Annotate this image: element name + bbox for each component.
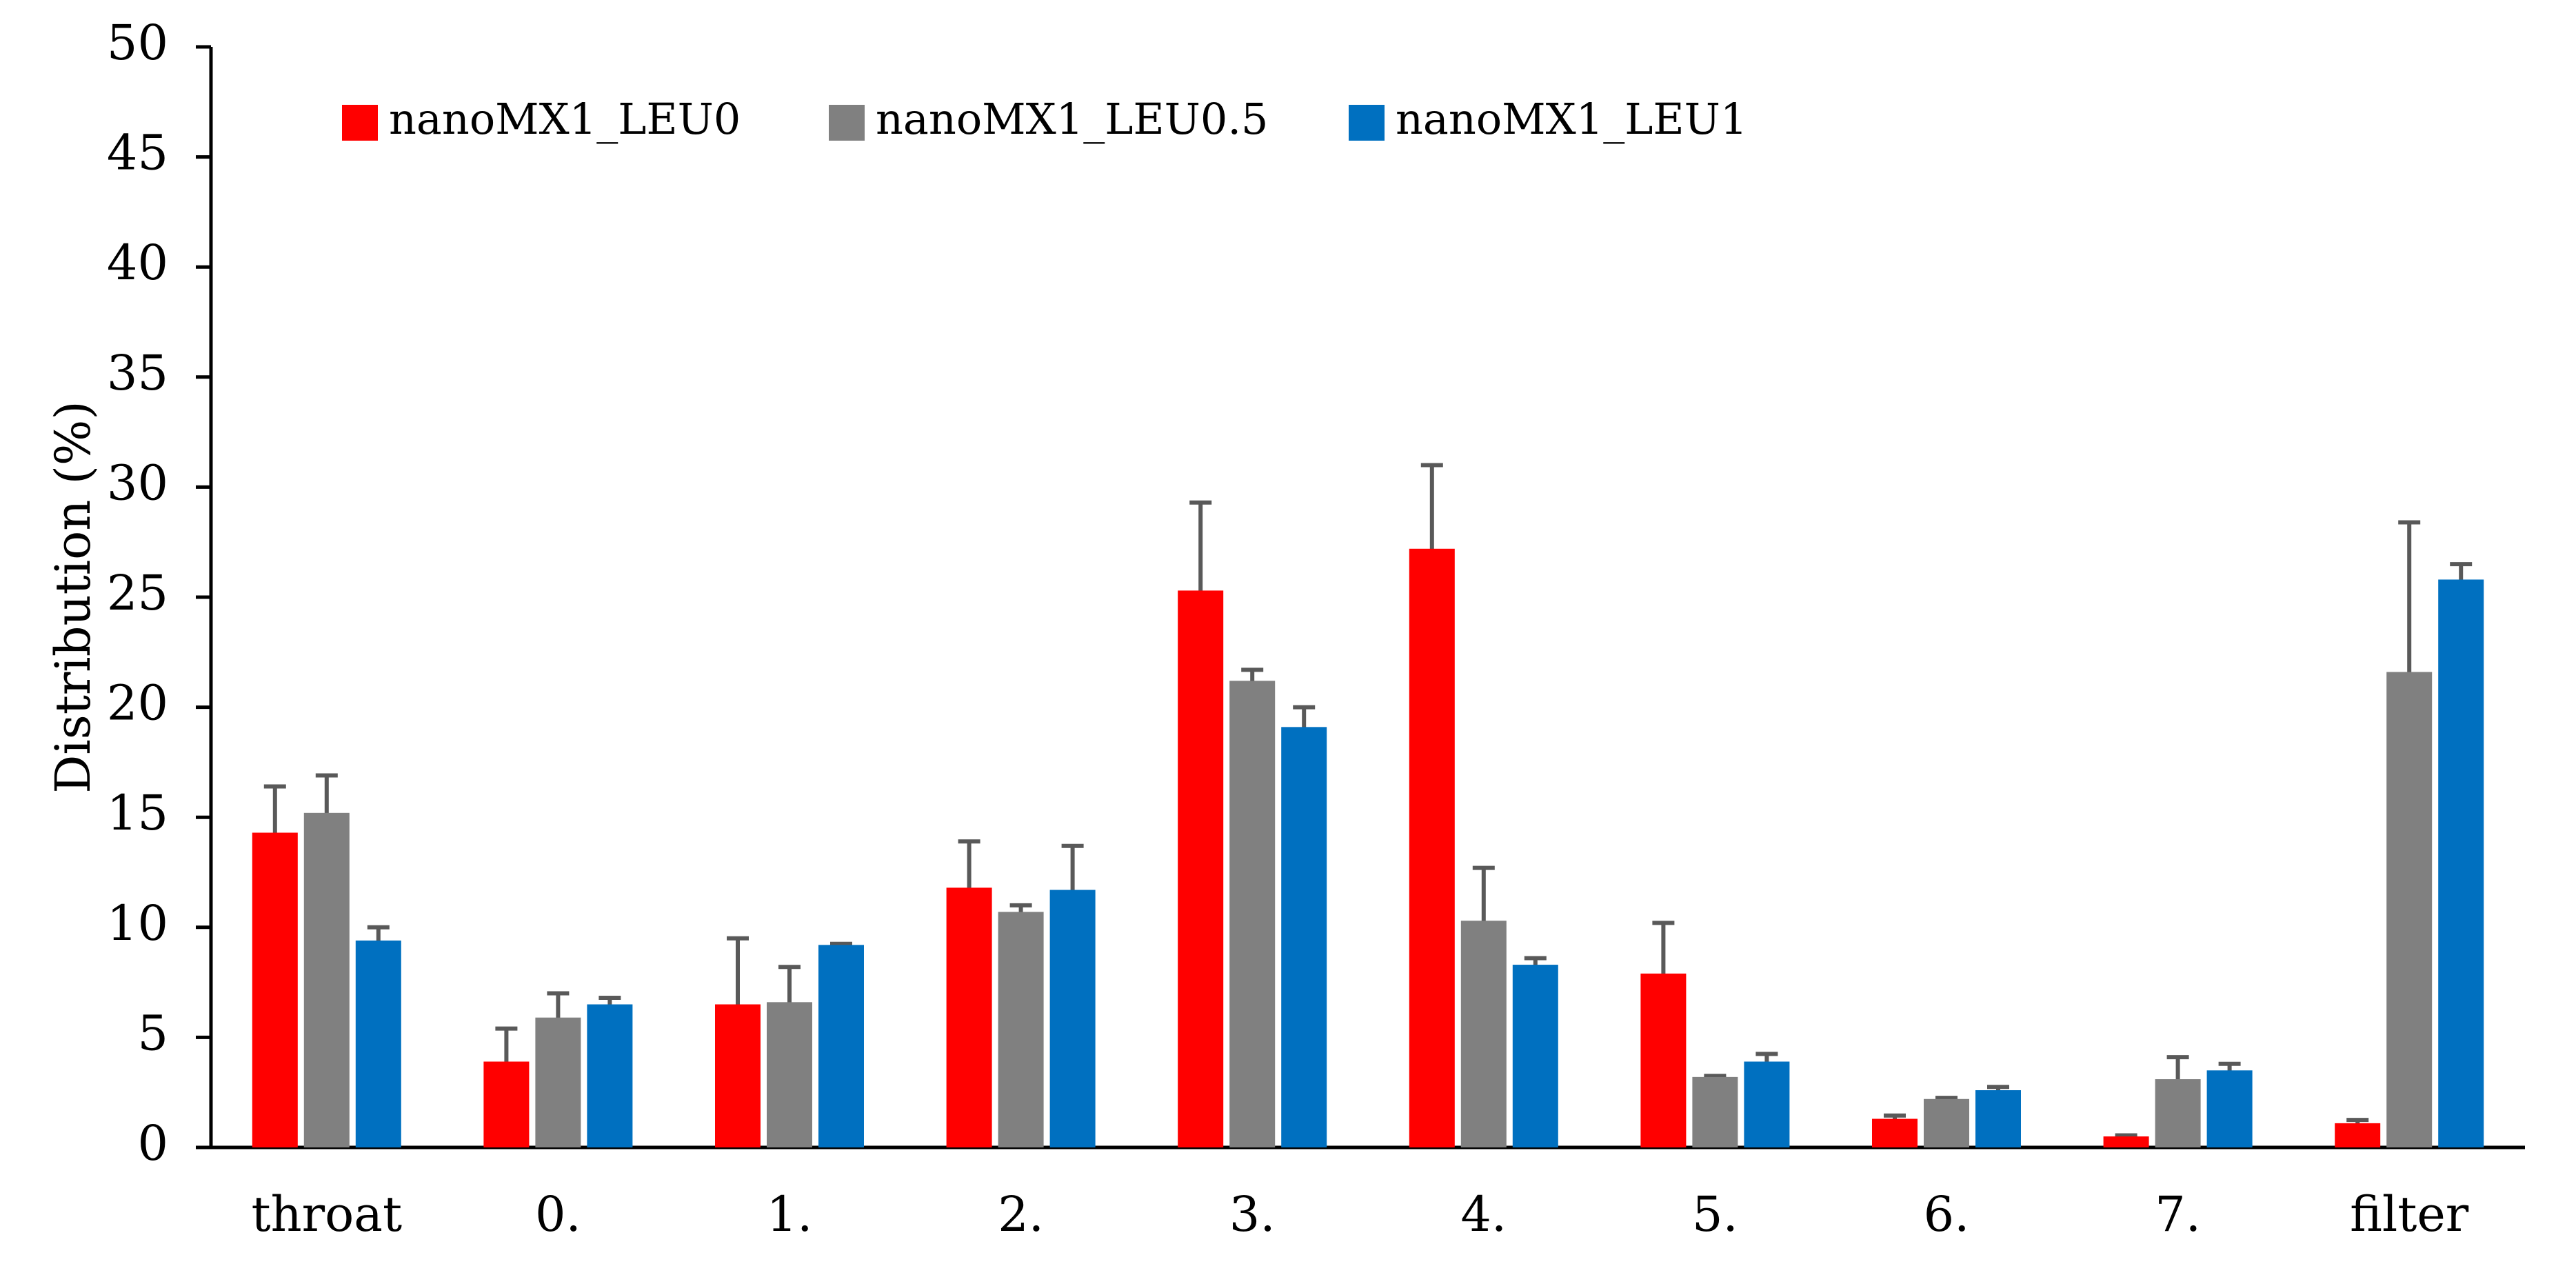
bar-1-9 — [2103, 1136, 2149, 1147]
x-tick-label: 4. — [1460, 1186, 1507, 1243]
x-tick-label: throat — [251, 1186, 402, 1243]
x-tick-label: 0. — [535, 1186, 581, 1243]
bar-2-4 — [998, 912, 1044, 1147]
legend-label-2: nanoMX1_LEU0.5 — [876, 94, 1269, 144]
x-tick-label: 7. — [2155, 1186, 2201, 1243]
legend-swatch-1 — [342, 105, 378, 141]
legend-swatch-3 — [1349, 105, 1385, 141]
bar-2-10 — [2386, 672, 2433, 1147]
bar-1-5 — [1178, 590, 1224, 1147]
bar-3-4 — [1049, 890, 1096, 1147]
bar-3-7 — [1744, 1061, 1790, 1147]
bar-3-9 — [2206, 1070, 2253, 1147]
bar-2-8 — [1924, 1098, 1969, 1147]
bar-1-3 — [715, 1004, 761, 1147]
x-tick-label: filter — [2350, 1186, 2469, 1243]
legend-label-1: nanoMX1_LEU0 — [389, 94, 741, 144]
y-tick-label: 35 — [107, 345, 168, 401]
bar-2-1 — [303, 812, 350, 1147]
bar-2-5 — [1229, 681, 1276, 1147]
bar-1-8 — [1872, 1118, 1918, 1147]
bar-1-7 — [1640, 973, 1687, 1147]
x-tick-label: 5. — [1692, 1186, 1738, 1243]
bar-1-4 — [946, 887, 992, 1147]
y-tick-label: 30 — [107, 454, 168, 511]
legend-swatch-2 — [829, 105, 865, 141]
bar-2-6 — [1460, 921, 1507, 1147]
x-tick-label: 6. — [1924, 1186, 1970, 1243]
bar-2-7 — [1692, 1076, 1738, 1147]
bar-2-9 — [2155, 1079, 2201, 1147]
bar-2-2 — [535, 1017, 581, 1147]
bar-3-3 — [818, 945, 864, 1147]
bar-1-10 — [2335, 1123, 2381, 1147]
bar-2-3 — [767, 1002, 812, 1147]
bar-1-1 — [252, 832, 298, 1147]
y-tick-label: 45 — [107, 125, 168, 181]
bar-1-2 — [483, 1061, 530, 1147]
y-tick-label: 20 — [107, 675, 168, 732]
y-axis-label: Distribution (%) — [45, 401, 101, 793]
bar-3-8 — [1975, 1090, 2021, 1147]
x-tick-label: 1. — [767, 1186, 813, 1243]
plot-area: 0 5 10 15 20 25 30 35 40 45 50 throat 0. 1. 2. 3. 4. 5. 6… — [107, 14, 2525, 1243]
legend-label-3: nanoMX1_LEU1 — [1396, 94, 1747, 144]
bar-3-10 — [2438, 579, 2484, 1147]
category-labels: throat 0. 1. 2. 3. 4. 5. 6. 7. filter — [251, 1186, 2468, 1243]
y-tick-label: 0 — [137, 1115, 168, 1172]
y-tick-label: 15 — [107, 785, 168, 841]
x-tick-label: 2. — [998, 1186, 1044, 1243]
y-tick-label: 25 — [107, 565, 168, 621]
bar-1-6 — [1409, 548, 1455, 1147]
legend: nanoMX1_LEU0 nanoMX1_LEU0.5 nanoMX1_LEU1 — [342, 94, 1747, 144]
y-tick-label: 5 — [137, 1005, 168, 1061]
y-tick-label: 10 — [107, 895, 168, 952]
bar-3-6 — [1512, 965, 1558, 1147]
bars — [252, 548, 2484, 1147]
x-tick-label: 3. — [1229, 1186, 1276, 1243]
y-tick-label: 40 — [107, 234, 168, 291]
bar-3-1 — [355, 940, 401, 1147]
y-tick-label: 50 — [107, 14, 168, 71]
bar-3-2 — [587, 1004, 633, 1147]
bar-3-5 — [1281, 727, 1327, 1147]
y-ticks: 0 5 10 15 20 25 30 35 40 45 50 — [107, 14, 211, 1172]
